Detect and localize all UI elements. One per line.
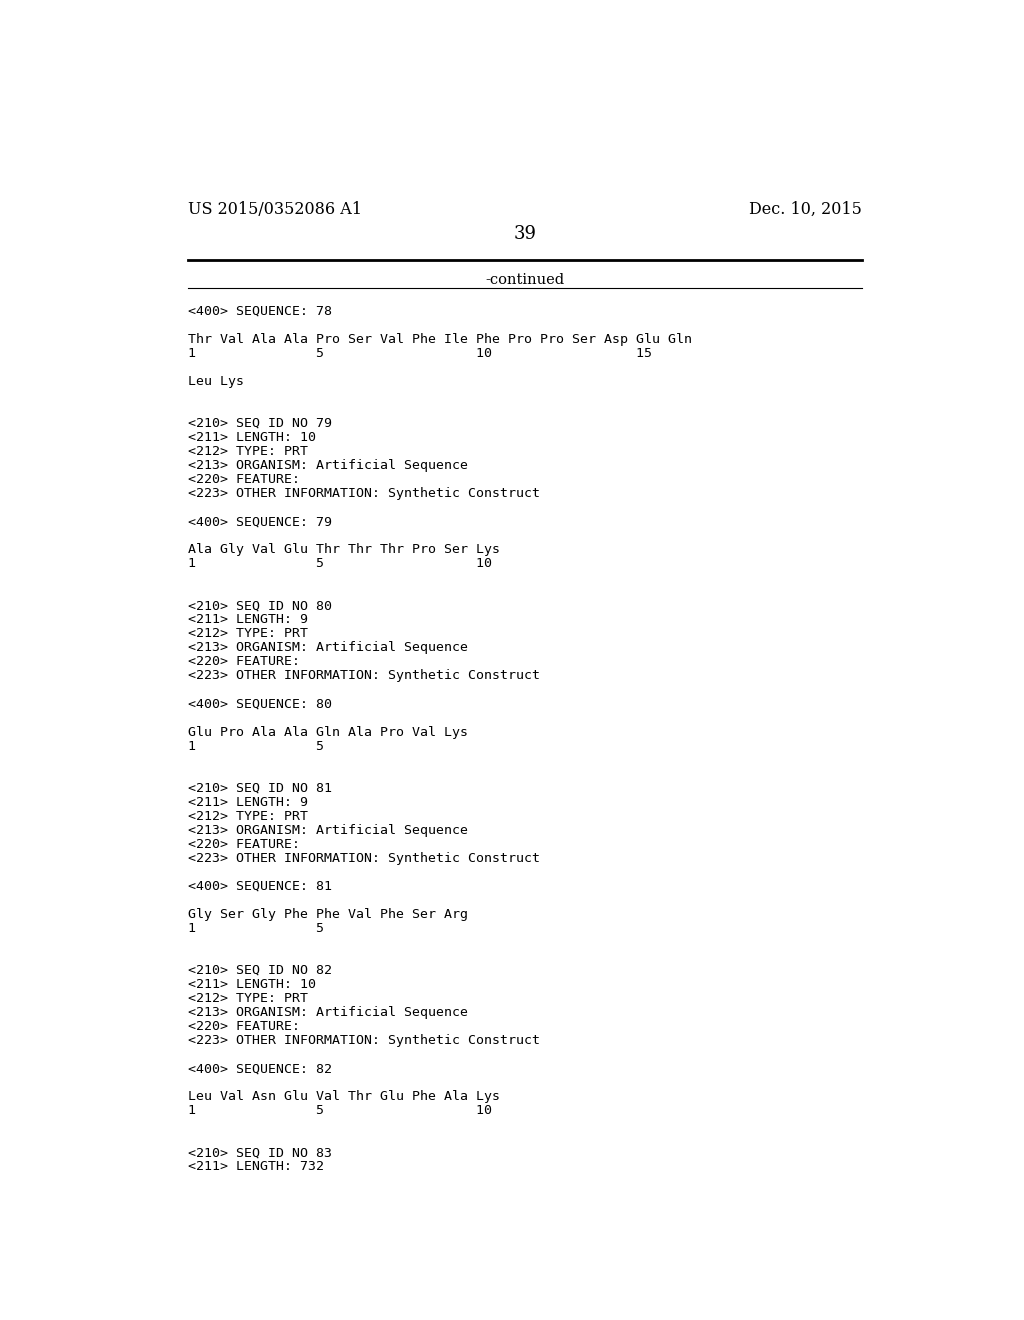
- Text: Gly Ser Gly Phe Phe Val Phe Ser Arg: Gly Ser Gly Phe Phe Val Phe Ser Arg: [187, 908, 468, 921]
- Text: -continued: -continued: [485, 273, 564, 288]
- Text: <400> SEQUENCE: 78: <400> SEQUENCE: 78: [187, 305, 332, 318]
- Text: 1               5: 1 5: [187, 739, 324, 752]
- Text: <223> OTHER INFORMATION: Synthetic Construct: <223> OTHER INFORMATION: Synthetic Const…: [187, 851, 540, 865]
- Text: 39: 39: [513, 226, 537, 243]
- Text: <400> SEQUENCE: 80: <400> SEQUENCE: 80: [187, 697, 332, 710]
- Text: <211> LENGTH: 10: <211> LENGTH: 10: [187, 978, 315, 991]
- Text: <223> OTHER INFORMATION: Synthetic Construct: <223> OTHER INFORMATION: Synthetic Const…: [187, 487, 540, 500]
- Text: Ala Gly Val Glu Thr Thr Thr Pro Ser Lys: Ala Gly Val Glu Thr Thr Thr Pro Ser Lys: [187, 544, 500, 556]
- Text: <220> FEATURE:: <220> FEATURE:: [187, 473, 299, 486]
- Text: <212> TYPE: PRT: <212> TYPE: PRT: [187, 993, 307, 1005]
- Text: <210> SEQ ID NO 82: <210> SEQ ID NO 82: [187, 964, 332, 977]
- Text: <400> SEQUENCE: 81: <400> SEQUENCE: 81: [187, 880, 332, 892]
- Text: <212> TYPE: PRT: <212> TYPE: PRT: [187, 809, 307, 822]
- Text: 1               5                   10                  15: 1 5 10 15: [187, 347, 651, 360]
- Text: US 2015/0352086 A1: US 2015/0352086 A1: [187, 201, 361, 218]
- Text: <210> SEQ ID NO 80: <210> SEQ ID NO 80: [187, 599, 332, 612]
- Text: Leu Val Asn Glu Val Thr Glu Phe Ala Lys: Leu Val Asn Glu Val Thr Glu Phe Ala Lys: [187, 1090, 500, 1104]
- Text: <213> ORGANISM: Artificial Sequence: <213> ORGANISM: Artificial Sequence: [187, 1006, 468, 1019]
- Text: <213> ORGANISM: Artificial Sequence: <213> ORGANISM: Artificial Sequence: [187, 459, 468, 473]
- Text: Thr Val Ala Ala Pro Ser Val Phe Ile Phe Pro Pro Ser Asp Glu Gln: Thr Val Ala Ala Pro Ser Val Phe Ile Phe …: [187, 333, 691, 346]
- Text: 1               5                   10: 1 5 10: [187, 557, 492, 570]
- Text: <210> SEQ ID NO 79: <210> SEQ ID NO 79: [187, 417, 332, 430]
- Text: <211> LENGTH: 9: <211> LENGTH: 9: [187, 614, 307, 627]
- Text: <211> LENGTH: 10: <211> LENGTH: 10: [187, 432, 315, 444]
- Text: <211> LENGTH: 732: <211> LENGTH: 732: [187, 1160, 324, 1173]
- Text: <213> ORGANISM: Artificial Sequence: <213> ORGANISM: Artificial Sequence: [187, 642, 468, 655]
- Text: <223> OTHER INFORMATION: Synthetic Construct: <223> OTHER INFORMATION: Synthetic Const…: [187, 1034, 540, 1047]
- Text: <220> FEATURE:: <220> FEATURE:: [187, 838, 299, 851]
- Text: <223> OTHER INFORMATION: Synthetic Construct: <223> OTHER INFORMATION: Synthetic Const…: [187, 669, 540, 682]
- Text: <400> SEQUENCE: 79: <400> SEQUENCE: 79: [187, 515, 332, 528]
- Text: <212> TYPE: PRT: <212> TYPE: PRT: [187, 627, 307, 640]
- Text: 1               5                   10: 1 5 10: [187, 1105, 492, 1117]
- Text: <220> FEATURE:: <220> FEATURE:: [187, 1020, 299, 1034]
- Text: <213> ORGANISM: Artificial Sequence: <213> ORGANISM: Artificial Sequence: [187, 824, 468, 837]
- Text: Leu Lys: Leu Lys: [187, 375, 244, 388]
- Text: <210> SEQ ID NO 83: <210> SEQ ID NO 83: [187, 1146, 332, 1159]
- Text: <210> SEQ ID NO 81: <210> SEQ ID NO 81: [187, 781, 332, 795]
- Text: <211> LENGTH: 9: <211> LENGTH: 9: [187, 796, 307, 809]
- Text: 1               5: 1 5: [187, 921, 324, 935]
- Text: Glu Pro Ala Ala Gln Ala Pro Val Lys: Glu Pro Ala Ala Gln Ala Pro Val Lys: [187, 726, 468, 739]
- Text: <220> FEATURE:: <220> FEATURE:: [187, 656, 299, 668]
- Text: Dec. 10, 2015: Dec. 10, 2015: [750, 201, 862, 218]
- Text: <400> SEQUENCE: 82: <400> SEQUENCE: 82: [187, 1063, 332, 1076]
- Text: <212> TYPE: PRT: <212> TYPE: PRT: [187, 445, 307, 458]
